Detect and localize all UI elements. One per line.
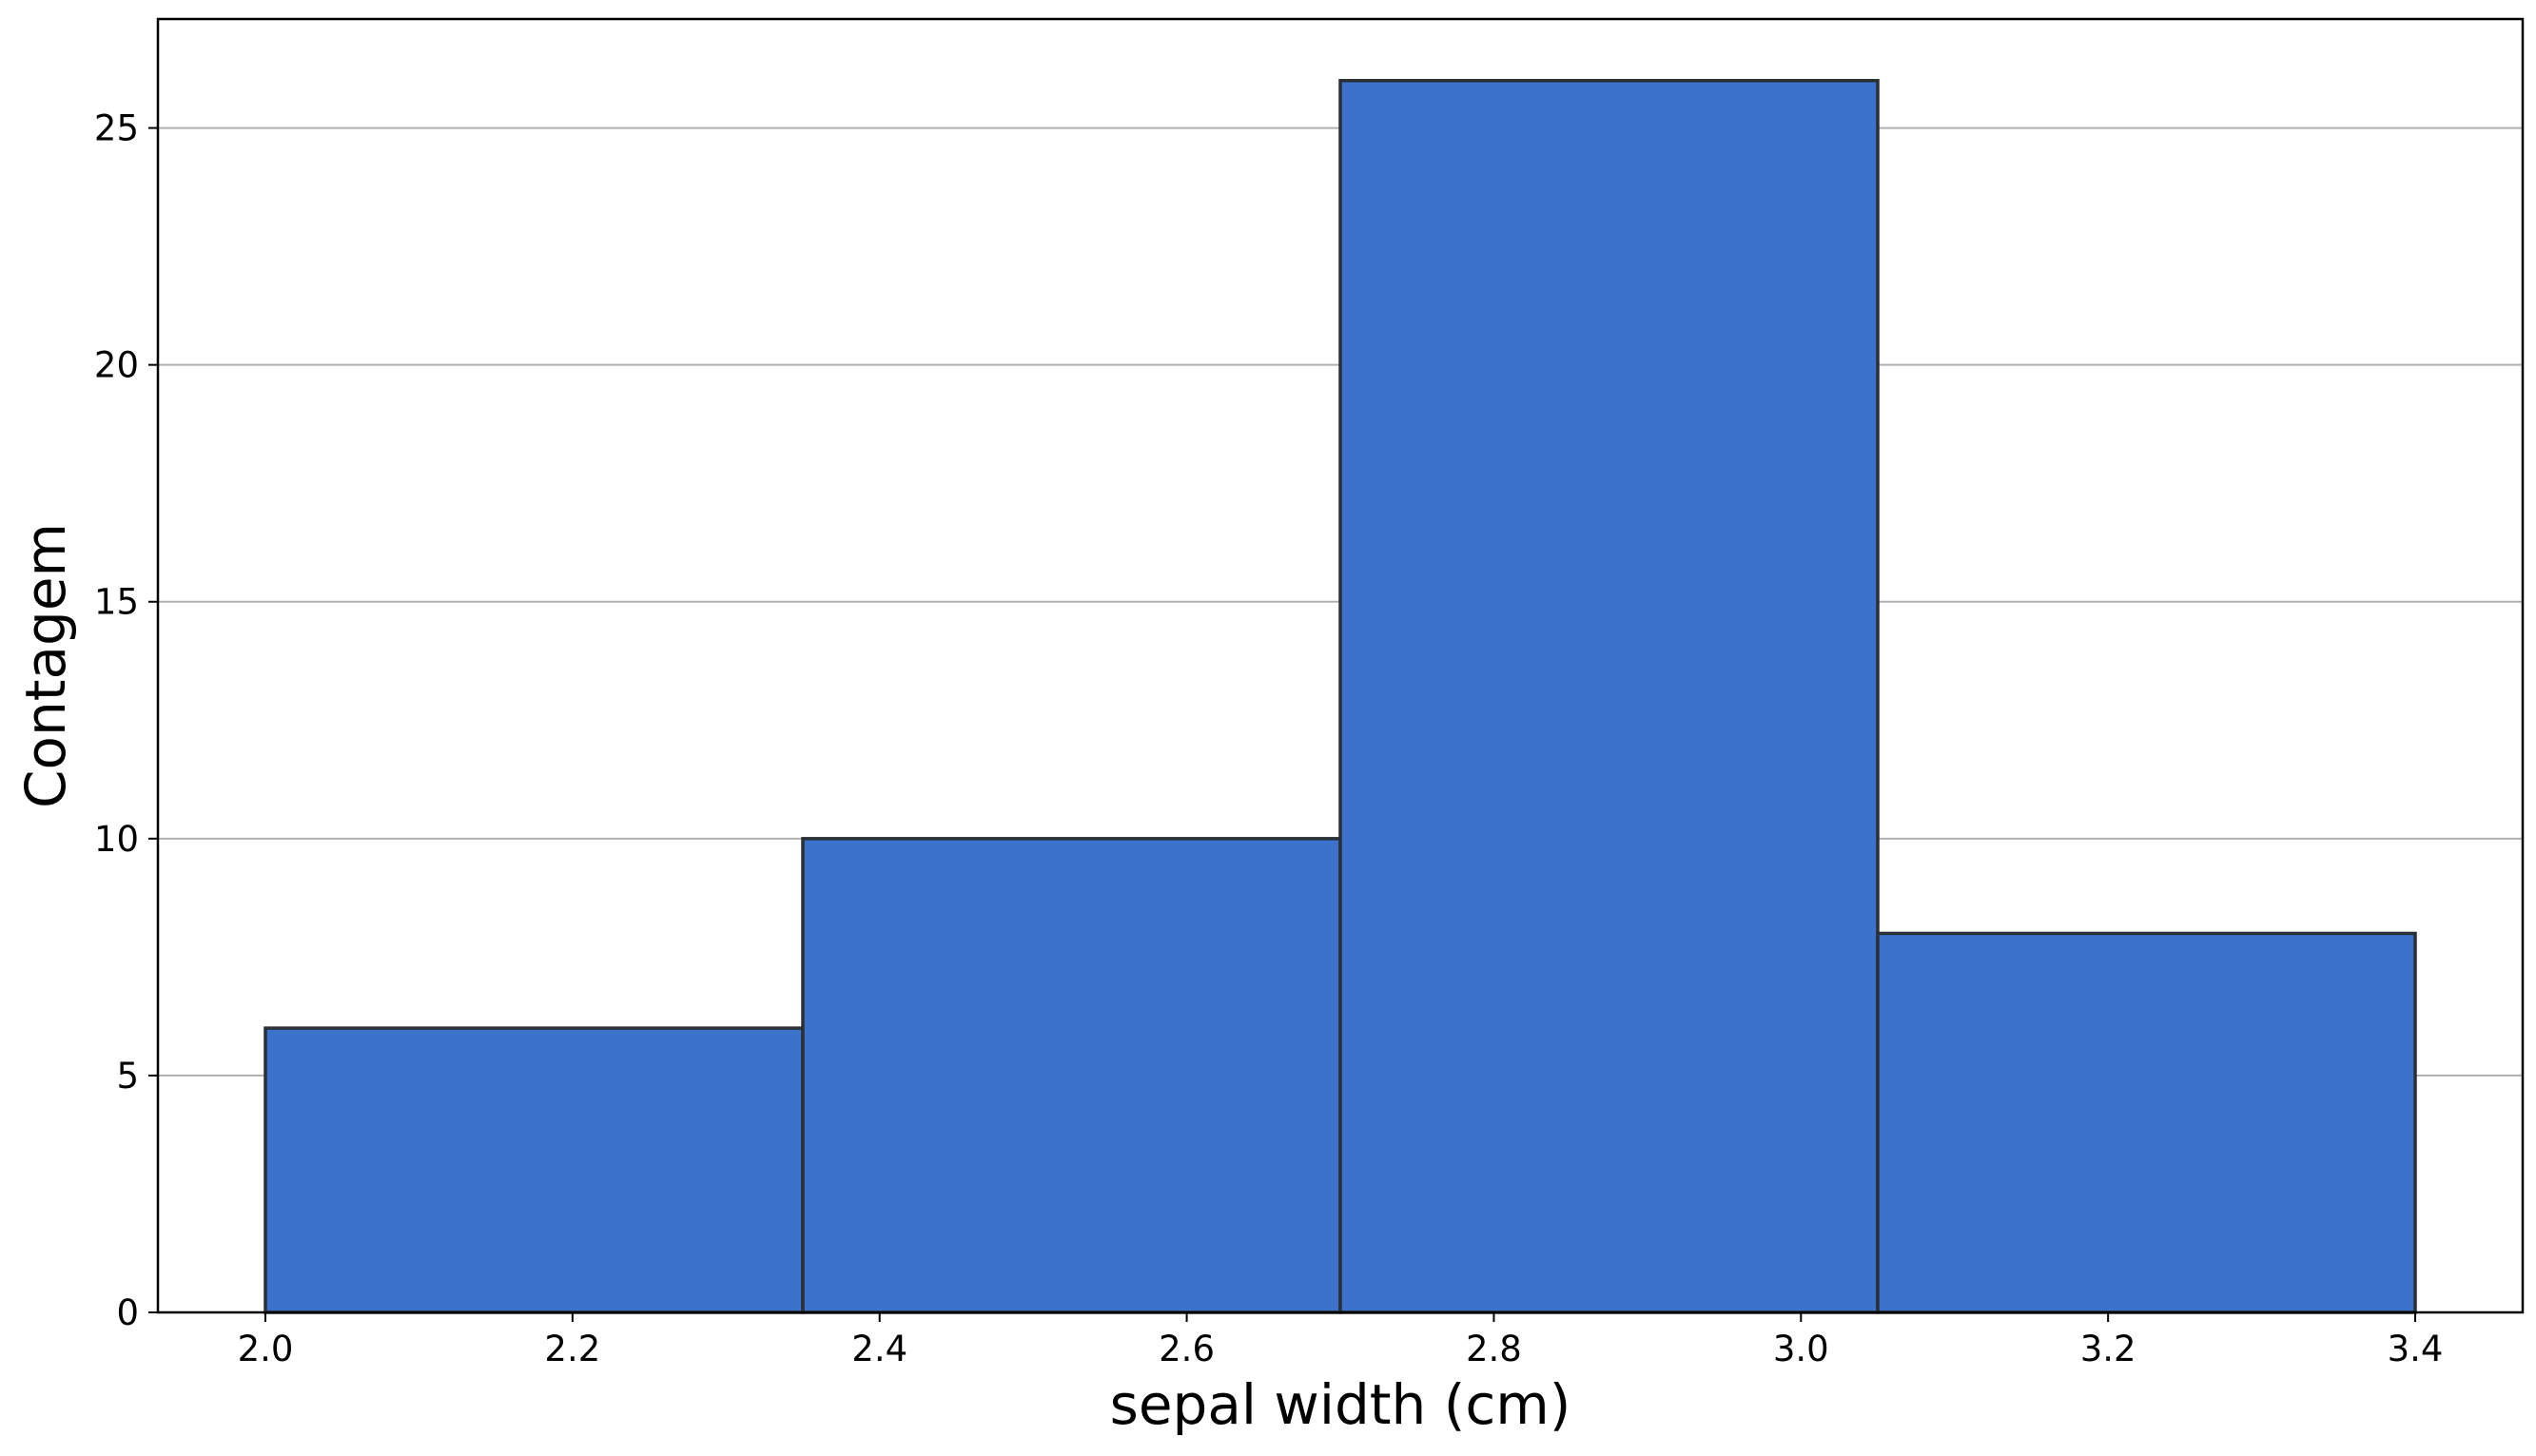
x-tick-label: 2.0 xyxy=(238,1329,294,1369)
x-tick-label: 3.2 xyxy=(2080,1329,2136,1369)
histogram-bar xyxy=(1876,931,2417,1314)
y-axis-ticks: 0 5 10 15 20 25 xyxy=(94,108,158,1333)
plot-frame xyxy=(156,17,2525,1314)
y-tick-label: 25 xyxy=(94,108,139,149)
x-tick-label: 3.4 xyxy=(2388,1329,2444,1369)
x-tick-label: 2.2 xyxy=(544,1329,600,1369)
y-axis-label: Contagem xyxy=(13,523,78,808)
x-tick-label: 2.6 xyxy=(1159,1329,1215,1369)
histogram-bar xyxy=(1338,79,1880,1314)
x-tick-label: 2.8 xyxy=(1466,1329,1522,1369)
y-tick-label: 15 xyxy=(94,582,139,623)
x-axis-label: sepal width (cm) xyxy=(1110,1372,1571,1437)
histogram-bars xyxy=(263,79,2417,1314)
x-tick-label: 2.4 xyxy=(851,1329,907,1369)
y-tick-label: 0 xyxy=(116,1292,139,1333)
y-tick-label: 10 xyxy=(94,819,139,860)
histogram-bar xyxy=(801,837,1342,1314)
y-tick-label: 20 xyxy=(94,345,139,386)
x-axis-ticks: 2.0 2.2 2.4 2.6 2.8 3.0 3.2 3.4 xyxy=(238,1312,2444,1369)
histogram-bar xyxy=(263,1026,805,1314)
y-tick-label: 5 xyxy=(116,1056,139,1097)
x-tick-label: 3.0 xyxy=(1773,1329,1829,1369)
